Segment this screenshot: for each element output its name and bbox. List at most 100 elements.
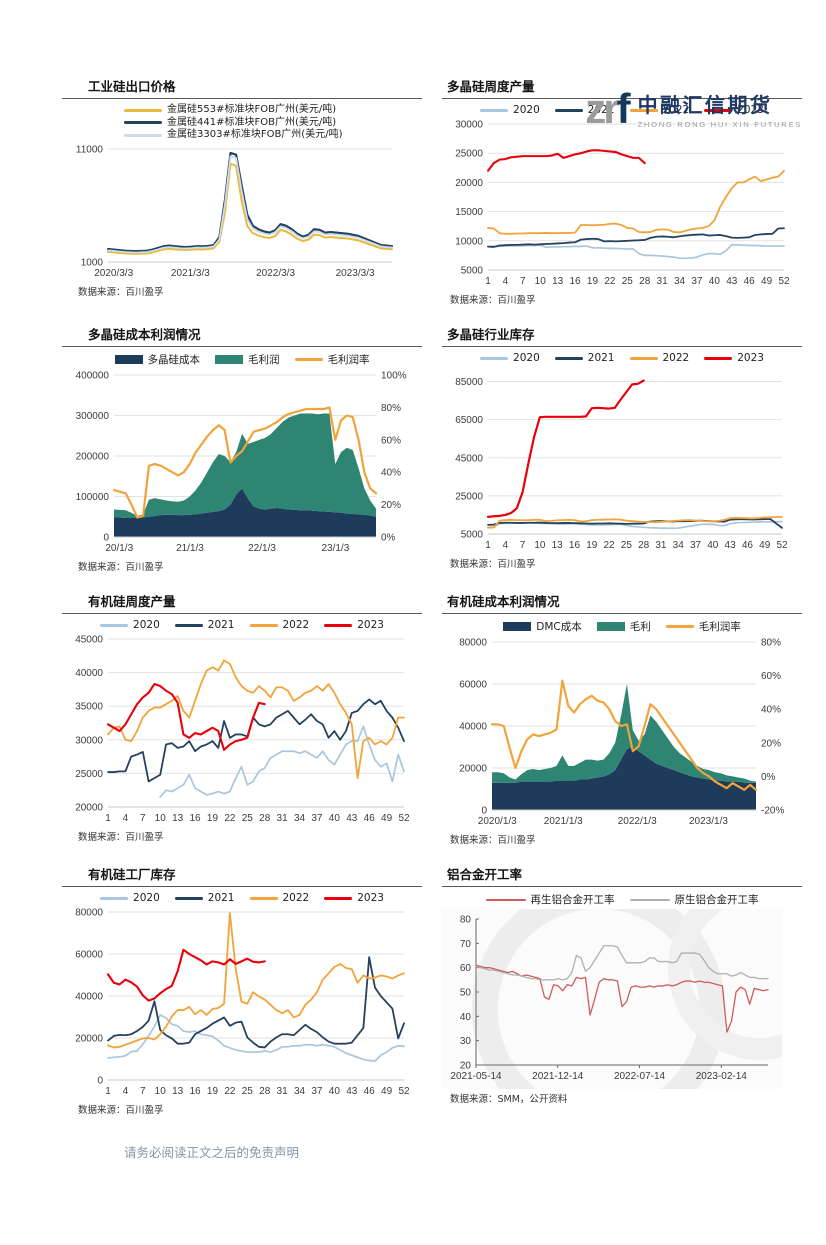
svg-text:16: 16 — [569, 540, 581, 551]
legend-swatch — [503, 622, 532, 631]
svg-text:45000: 45000 — [455, 453, 483, 464]
svg-text:20%: 20% — [381, 500, 401, 511]
svg-text:13: 13 — [172, 813, 184, 824]
svg-text:40: 40 — [329, 1086, 341, 1097]
svg-text:10: 10 — [155, 1086, 167, 1097]
series-line-2022 — [487, 169, 785, 235]
svg-text:50: 50 — [460, 988, 472, 999]
title-rule — [62, 613, 422, 614]
svg-text:25000: 25000 — [455, 491, 483, 502]
svg-text:4: 4 — [123, 1086, 129, 1097]
legend-label: 2021 — [207, 619, 235, 631]
legend-label: 2021 — [587, 352, 615, 364]
svg-text:10000: 10000 — [455, 236, 483, 247]
legend-swatch — [294, 358, 323, 361]
series-line-2021 — [487, 518, 783, 529]
chart-block-silicone-weekly-output: 有机硅周度产量 2020 2021 2022 2023 20000 25000 30000… — [62, 591, 422, 846]
svg-text:43: 43 — [346, 1086, 358, 1097]
legend-swatch — [249, 623, 278, 627]
legend-swatch — [100, 623, 129, 627]
svg-text:0: 0 — [97, 1076, 103, 1087]
svg-text:2023-02-14: 2023-02-14 — [696, 1071, 748, 1082]
chart-source: 数据来源：百川盈孚 — [450, 295, 536, 306]
svg-text:25: 25 — [242, 1086, 254, 1097]
chart-legend: 多晶硅成本 毛利润 毛利润率 — [62, 352, 422, 367]
chart-title: 多晶硅成本利润情况 — [88, 327, 201, 342]
svg-text:40: 40 — [329, 813, 341, 824]
svg-text:25: 25 — [621, 540, 633, 551]
svg-text:0%: 0% — [381, 533, 396, 544]
legend-swatch — [215, 355, 243, 364]
logo-en-name: ZHONG RONG HUI XIN FUTURES — [637, 120, 802, 129]
chart-block-polysilicon-weekly-output: 多晶硅周度产量 2020 2021 2022 2023 5000 10000 15000 2… — [442, 76, 802, 306]
svg-text:34: 34 — [673, 540, 685, 551]
svg-text:13: 13 — [552, 540, 564, 551]
legend-label: 多晶硅成本 — [147, 354, 201, 366]
svg-text:28: 28 — [259, 813, 271, 824]
svg-text:2023/1/3: 2023/1/3 — [689, 816, 728, 827]
title-rule — [442, 613, 802, 614]
legend-swatch — [480, 108, 509, 112]
legend-swatch — [704, 356, 733, 360]
legend-item: 金属硅3303#标准块FOB广州(美元/吨) — [124, 129, 342, 142]
legend-label: 原生铝合金开工率 — [674, 894, 759, 906]
logo-f: f — [616, 85, 631, 132]
chart-title: 有机硅成本利润情况 — [447, 594, 560, 609]
svg-text:10: 10 — [534, 540, 546, 551]
chart-block-polysilicon-industry-inventory: 多晶硅行业库存 2020 2021 2022 2023 5000 25000 45000 6… — [442, 324, 802, 573]
series-line-原生铝合金开工率 — [475, 945, 769, 981]
svg-text:100%: 100% — [381, 371, 407, 382]
series-line-2022 — [107, 659, 405, 780]
legend-item: 原生铝合金开工率 — [629, 892, 759, 907]
svg-text:19: 19 — [207, 1086, 219, 1097]
chart-plot: 0 20000 40000 60000 80000 -20% 0% 20% 40% 60% 80% 2… — [459, 638, 784, 828]
legend-label: 2023 — [737, 352, 764, 364]
chart-source: 数据来源：百川盈孚 — [78, 832, 164, 843]
series-line-2021 — [107, 956, 405, 1049]
series-line-2023 — [106, 682, 266, 751]
svg-text:43: 43 — [346, 813, 358, 824]
svg-text:31: 31 — [277, 1086, 289, 1097]
legend-swatch — [324, 896, 353, 900]
legend-label: 2020 — [513, 352, 540, 364]
legend-item: 2021 — [174, 892, 235, 904]
legend-swatch — [480, 356, 509, 360]
page-footer: 请务必阅读正文之后的免责声明 — [0, 1142, 826, 1161]
legend-item: 2020 — [100, 619, 160, 631]
svg-text:23/1/3: 23/1/3 — [321, 543, 349, 554]
title-rule — [62, 346, 422, 347]
legend-item: 金属硅553#标准块FOB广州(美元/吨) — [124, 104, 336, 117]
svg-text:4: 4 — [503, 540, 509, 551]
svg-text:46: 46 — [364, 813, 376, 824]
svg-text:52: 52 — [398, 813, 410, 824]
legend-item: 2022 — [249, 892, 309, 904]
svg-text:37: 37 — [690, 540, 702, 551]
svg-text:2022/3/3: 2022/3/3 — [256, 268, 295, 279]
chart-source: 数据来源：百川盈孚 — [450, 835, 536, 846]
title-rule — [62, 98, 422, 99]
svg-text:40000: 40000 — [75, 668, 103, 679]
legend-item: DMC成本 — [503, 619, 582, 634]
chart-plot: 0 20000 40000 60000 80000 1 4 7 10 13 16 19 22 25 28 31… — [75, 908, 410, 1098]
svg-text:2021-12-14: 2021-12-14 — [532, 1071, 584, 1082]
chart-plot: 5000 25000 45000 65000 85000 1 4 7 10 13 16 19 22 25 2… — [455, 377, 788, 551]
legend-item: 2023 — [704, 352, 764, 364]
legend-label: 2020 — [133, 619, 160, 631]
legend-label: 2023 — [357, 619, 384, 631]
svg-text:80%: 80% — [381, 403, 401, 414]
chart-source: 数据来源：百川盈孚 — [78, 1105, 164, 1116]
legend-swatch — [485, 898, 526, 901]
svg-text:2021-05-14: 2021-05-14 — [450, 1071, 502, 1082]
svg-text:22: 22 — [224, 813, 236, 824]
svg-text:52: 52 — [398, 1086, 410, 1097]
area-DMC成本 — [492, 747, 756, 810]
chart-legend: 2020 2021 2022 2023 — [62, 619, 422, 631]
svg-text:37: 37 — [691, 276, 703, 287]
legend-item: 2022 — [629, 352, 689, 364]
legend-item: 2023 — [704, 104, 764, 116]
legend-swatch — [596, 622, 625, 631]
legend-item: 毛利润 — [215, 352, 280, 367]
series-line-毛利润率 — [112, 406, 378, 519]
chart-plot: 20 30 40 50 60 70 80 2021-05-14 2021-12-14 2022-0… — [442, 909, 782, 1089]
svg-text:34: 34 — [294, 1086, 306, 1097]
